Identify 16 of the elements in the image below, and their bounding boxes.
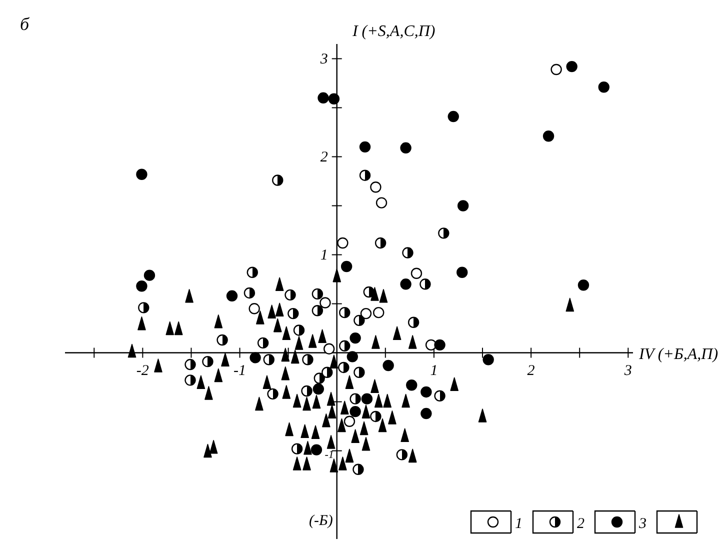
x-tick-label: 3 (623, 362, 632, 379)
y-tick-label: -1 (324, 448, 334, 461)
legend-label: 2 (577, 516, 585, 532)
legend-label: 1 (515, 516, 522, 532)
y-tick-label: 2 (320, 150, 328, 166)
legend-label: 3 (638, 516, 646, 532)
y-tick-label: 3 (319, 52, 328, 68)
y-axis-title: I (+S,A,C,П) (351, 23, 436, 40)
y-tick-label: 1 (320, 248, 328, 264)
annotation: (-Б) (309, 513, 333, 529)
x-tick-label: 2 (527, 362, 536, 379)
x-tick-label: 1 (430, 362, 438, 379)
x-tick-label: -1 (234, 362, 246, 379)
x-tick-label: -2 (136, 362, 150, 379)
chart-title: б (20, 14, 30, 34)
x-axis-title: IV (+Б,A,П) (638, 346, 718, 363)
